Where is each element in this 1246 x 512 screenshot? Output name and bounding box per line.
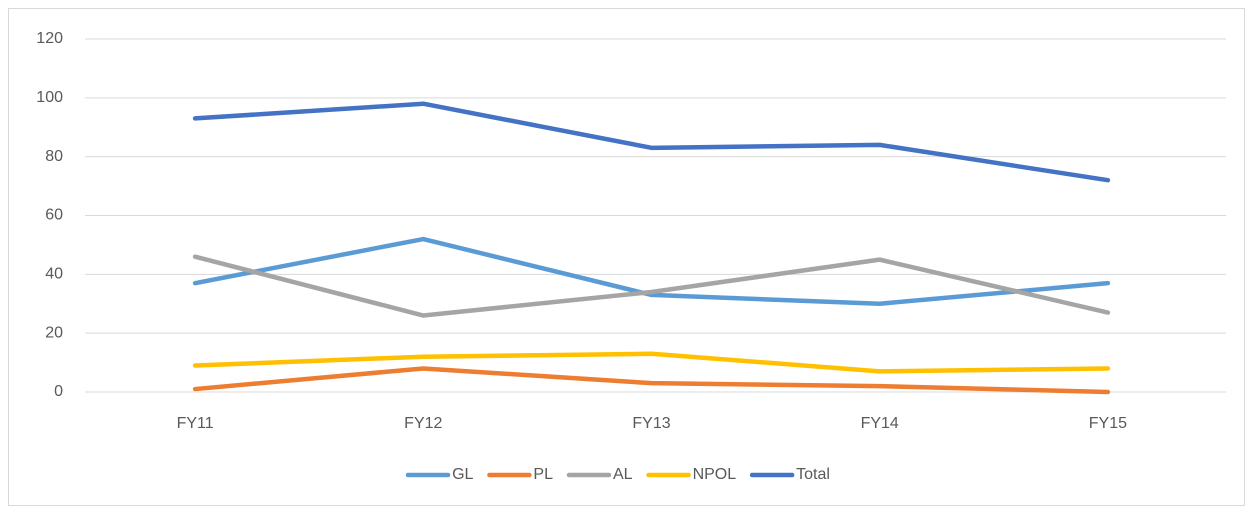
- y-tick-label: 20: [45, 324, 63, 341]
- series-line: [192, 351, 1111, 374]
- x-tick-label: FY14: [861, 415, 899, 432]
- y-tick-label: 40: [45, 266, 63, 283]
- series-line: [192, 254, 1111, 318]
- y-tick-label: 60: [45, 207, 63, 224]
- y-tick-label: 100: [36, 89, 63, 106]
- x-tick-label: FY11: [177, 415, 214, 432]
- legend-label: NPOL: [693, 466, 737, 483]
- legend-label: PL: [533, 466, 553, 483]
- legend-label: Total: [796, 466, 830, 483]
- series-line: [192, 366, 1111, 395]
- y-tick-label: 80: [45, 148, 63, 165]
- y-tick-label: 120: [36, 30, 63, 47]
- x-tick-label: FY12: [404, 415, 442, 432]
- x-tick-label: FY13: [632, 415, 670, 432]
- legend-label: GL: [452, 466, 473, 483]
- series-line: [192, 101, 1111, 183]
- series-line: [192, 236, 1111, 306]
- chart-frame: [8, 8, 1245, 506]
- y-tick-label: 0: [54, 383, 63, 400]
- x-tick-label: FY15: [1089, 415, 1127, 432]
- legend-label: AL: [613, 466, 633, 483]
